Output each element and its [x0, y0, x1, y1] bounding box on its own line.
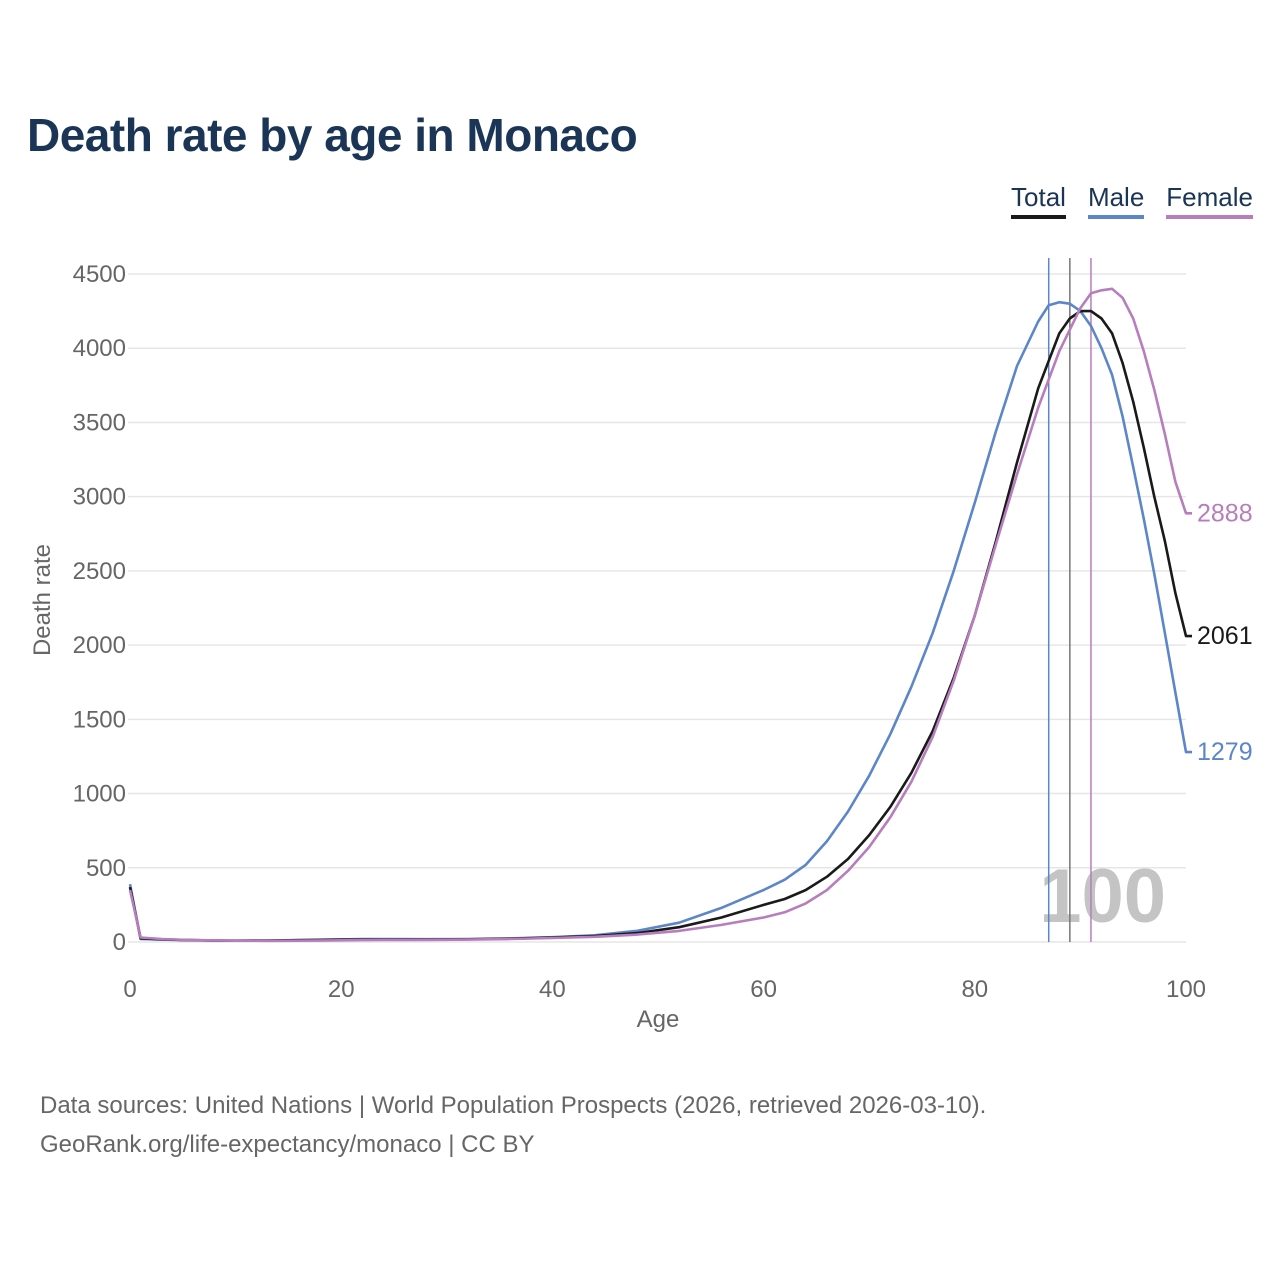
- y-tick-label-4500: 4500: [73, 261, 126, 288]
- x-tick-label-60: 60: [750, 976, 777, 1003]
- y-axis-ticks: 0 500 1000 1500 2000 2500 3000 3500 4000 4500: [73, 261, 126, 956]
- watermark-age: 100: [1039, 854, 1166, 939]
- y-tick-label-2500: 2500: [73, 558, 126, 585]
- legend-total[interactable]: Total: [1011, 182, 1066, 219]
- series-line-female: [128, 287, 1192, 943]
- y-tick-label-4000: 4000: [73, 335, 126, 362]
- footer-link[interactable]: GeoRank.org/life-expectancy/monaco | CC …: [40, 1131, 535, 1158]
- grid-lines: [128, 273, 1186, 943]
- x-tick-label-20: 20: [328, 976, 355, 1003]
- y-tick-label-1000: 1000: [73, 781, 126, 808]
- y-tick-label-3000: 3000: [73, 484, 126, 511]
- chart-legend: Total Male Female: [1011, 182, 1253, 219]
- y-tick-label-1500: 1500: [73, 706, 126, 733]
- end-label-male: 1279: [1197, 738, 1253, 766]
- legend-male[interactable]: Male: [1087, 182, 1145, 219]
- x-tick-label-40: 40: [539, 976, 566, 1003]
- series-line-male: [128, 300, 1192, 942]
- x-axis-ticks: 0 20 40 60 80 100: [123, 976, 1206, 1003]
- y-tick-label-0: 0: [113, 929, 126, 956]
- y-tick-label-2000: 2000: [73, 632, 126, 659]
- end-label-female: 2888: [1197, 499, 1253, 527]
- y-axis-label: Death rate: [29, 544, 56, 656]
- end-labels: 1279 2061 2888: [1197, 499, 1253, 766]
- x-tick-label-100: 100: [1166, 976, 1206, 1003]
- vertical-markers: [1047, 258, 1092, 942]
- legend-female[interactable]: Female: [1166, 182, 1253, 219]
- y-tick-label-3500: 3500: [73, 409, 126, 436]
- death-rate-chart: 0 500 1000 1500 2000 2500 3000 3500 4000 4500 0 20…: [29, 258, 1253, 1033]
- chart-title: Death rate by age in Monaco: [27, 109, 638, 161]
- x-tick-label-80: 80: [961, 976, 988, 1003]
- series-lines: [128, 287, 1192, 943]
- footer: Data sources: United Nations | World Pop…: [40, 1086, 986, 1164]
- end-label-total: 2061: [1197, 622, 1253, 650]
- series-line-total: [128, 309, 1192, 942]
- y-tick-label-500: 500: [86, 855, 126, 882]
- footer-sources: Data sources: United Nations | World Pop…: [40, 1092, 987, 1119]
- x-tick-label-0: 0: [123, 976, 136, 1003]
- x-axis-label: Age: [637, 1006, 680, 1033]
